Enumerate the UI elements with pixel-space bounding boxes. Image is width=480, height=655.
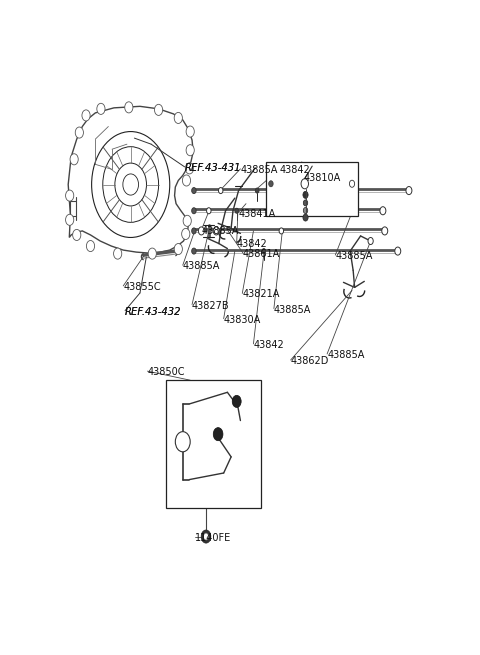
Circle shape: [114, 248, 122, 259]
Circle shape: [186, 126, 194, 137]
Circle shape: [213, 428, 223, 441]
Circle shape: [204, 533, 209, 540]
Text: 43841A: 43841A: [239, 209, 276, 219]
Text: 43827B: 43827B: [192, 301, 230, 310]
Circle shape: [97, 103, 105, 115]
Text: 43885A: 43885A: [202, 226, 239, 236]
Circle shape: [301, 179, 309, 189]
Text: 43885A: 43885A: [274, 305, 311, 314]
Text: REF.43-432: REF.43-432: [125, 307, 181, 316]
Circle shape: [72, 229, 81, 240]
Bar: [166, 380, 261, 508]
Circle shape: [269, 181, 273, 187]
Circle shape: [192, 248, 196, 254]
Circle shape: [174, 244, 182, 255]
Text: 43842: 43842: [237, 239, 267, 249]
Circle shape: [279, 228, 284, 234]
Text: REF.43-431: REF.43-431: [185, 163, 241, 174]
Circle shape: [82, 110, 90, 121]
Circle shape: [303, 200, 308, 206]
Circle shape: [303, 208, 308, 214]
Circle shape: [66, 190, 74, 201]
Text: 1140FE: 1140FE: [195, 533, 231, 542]
Circle shape: [125, 102, 133, 113]
Text: 43810A: 43810A: [304, 174, 341, 183]
Circle shape: [192, 208, 196, 214]
Circle shape: [148, 248, 156, 259]
Circle shape: [382, 227, 388, 235]
Text: 43885A: 43885A: [240, 166, 278, 176]
Circle shape: [192, 187, 196, 194]
Circle shape: [232, 396, 241, 407]
Circle shape: [218, 187, 223, 194]
Circle shape: [303, 214, 308, 221]
Text: 43885A: 43885A: [183, 261, 220, 271]
Text: 43885A: 43885A: [327, 350, 364, 360]
Circle shape: [70, 154, 78, 165]
Circle shape: [213, 227, 219, 235]
Text: 43850C: 43850C: [147, 367, 185, 377]
Circle shape: [175, 432, 190, 452]
Circle shape: [368, 238, 373, 244]
Circle shape: [198, 227, 204, 235]
Circle shape: [86, 240, 95, 252]
Circle shape: [262, 248, 266, 253]
Circle shape: [255, 188, 259, 193]
Text: 43861A: 43861A: [243, 249, 280, 259]
Circle shape: [206, 208, 211, 214]
Circle shape: [201, 530, 211, 543]
Text: 43842: 43842: [253, 340, 284, 350]
Circle shape: [181, 229, 190, 240]
Circle shape: [349, 180, 355, 187]
Circle shape: [192, 228, 196, 234]
Text: REF.43-432: REF.43-432: [125, 307, 181, 316]
Bar: [266, 162, 358, 215]
Circle shape: [235, 208, 239, 214]
Text: 43842: 43842: [279, 166, 310, 176]
Text: 43885A: 43885A: [335, 251, 372, 261]
Circle shape: [186, 145, 194, 156]
Circle shape: [174, 113, 182, 124]
Circle shape: [185, 163, 193, 174]
Circle shape: [395, 247, 401, 255]
Circle shape: [182, 175, 191, 186]
Circle shape: [380, 207, 386, 215]
Circle shape: [183, 215, 192, 227]
Circle shape: [66, 214, 74, 225]
Text: 43862D: 43862D: [290, 356, 329, 366]
Text: 43830A: 43830A: [224, 314, 261, 325]
Circle shape: [406, 187, 412, 195]
Text: 43821A: 43821A: [242, 290, 280, 299]
Circle shape: [75, 127, 84, 138]
Text: REF.43-431: REF.43-431: [185, 163, 241, 174]
Circle shape: [155, 104, 163, 115]
Circle shape: [303, 191, 308, 198]
Text: 43855C: 43855C: [123, 282, 161, 292]
